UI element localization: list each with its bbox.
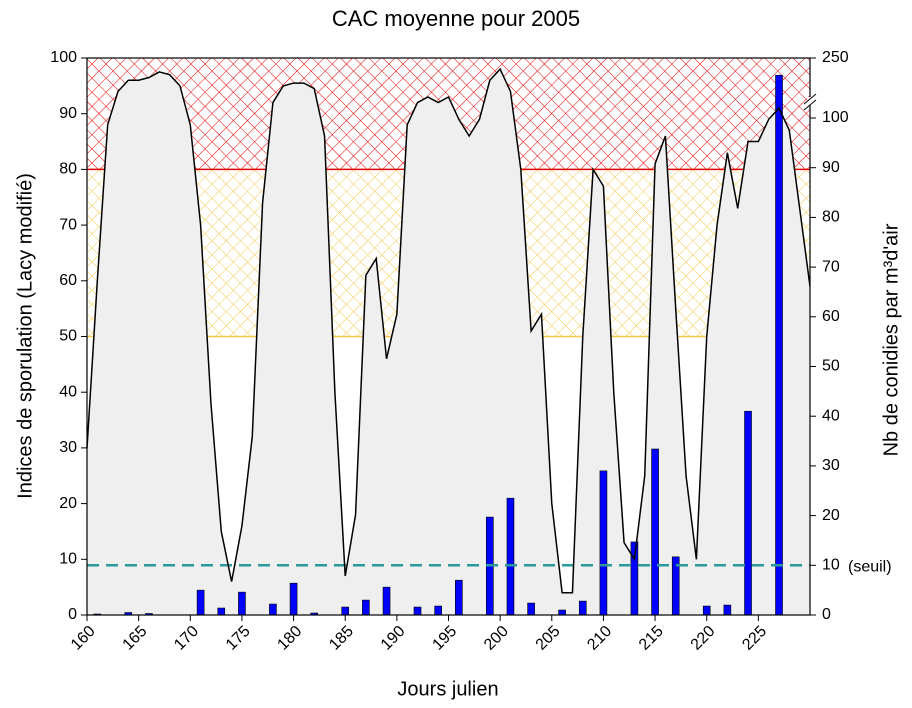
x-tick-label: 160 bbox=[68, 623, 99, 654]
y-tick-label: 40 bbox=[59, 383, 77, 400]
y2-tick-label: 30 bbox=[822, 457, 840, 474]
x-tick-label: 225 bbox=[739, 623, 770, 654]
bar bbox=[289, 582, 298, 616]
y2-tick-label: 60 bbox=[822, 308, 840, 325]
y2-tick-label: 90 bbox=[822, 159, 840, 176]
area-fill bbox=[87, 69, 810, 615]
y-tick-label: 0 bbox=[68, 606, 77, 623]
bar bbox=[341, 606, 350, 616]
y2-tick-label: 100 bbox=[822, 109, 849, 126]
y-tick-label: 60 bbox=[59, 272, 77, 289]
y-tick-label: 30 bbox=[59, 439, 77, 456]
x-tick-label: 175 bbox=[223, 623, 254, 654]
y2-tick-label: 20 bbox=[822, 507, 840, 524]
x-axis-title: Jours julien bbox=[397, 678, 498, 700]
y2-tick-label: 50 bbox=[822, 358, 840, 375]
y-tick-label: 50 bbox=[59, 328, 77, 345]
bar bbox=[651, 448, 659, 616]
y-tick-label: 20 bbox=[59, 495, 77, 512]
x-tick-label: 210 bbox=[584, 623, 615, 654]
bar bbox=[744, 410, 752, 616]
line bbox=[86, 67, 811, 594]
x-tick-label: 215 bbox=[636, 623, 667, 654]
bar bbox=[506, 497, 515, 616]
y2-tick-label: 40 bbox=[822, 407, 840, 424]
threshold-label: (seuil) bbox=[848, 559, 892, 576]
axis-break bbox=[803, 99, 817, 111]
x-tick-label: 185 bbox=[326, 623, 357, 654]
x-tick-label: 205 bbox=[533, 623, 564, 654]
bar bbox=[455, 579, 463, 616]
bar bbox=[362, 599, 370, 616]
bar bbox=[723, 604, 732, 616]
y2-tick-label: 80 bbox=[822, 209, 840, 226]
bar bbox=[630, 541, 639, 616]
y2-tick-label: 70 bbox=[822, 258, 840, 275]
bar bbox=[578, 600, 587, 616]
axis-break bbox=[803, 93, 817, 105]
bar bbox=[775, 74, 783, 616]
y2-tick-label: 250 bbox=[822, 49, 849, 66]
bar bbox=[196, 589, 205, 616]
axis-break-gap bbox=[807, 97, 817, 105]
bar bbox=[702, 605, 711, 616]
bar bbox=[269, 603, 277, 616]
y-tick-label: 90 bbox=[59, 105, 77, 122]
x-tick-label: 165 bbox=[120, 623, 151, 654]
bar bbox=[558, 609, 566, 616]
x-tick-label: 190 bbox=[378, 623, 409, 654]
bar bbox=[434, 605, 442, 616]
y2-axis-title: Nb de conidies par m³d'air bbox=[880, 223, 902, 456]
y-tick-label: 80 bbox=[59, 161, 77, 178]
y-tick-label: 100 bbox=[50, 49, 77, 66]
x-tick-label: 200 bbox=[481, 623, 512, 654]
chart-title: CAC moyenne pour 2005 bbox=[332, 6, 580, 31]
y2-tick-label: 0 bbox=[822, 606, 831, 623]
y-tick-label: 70 bbox=[59, 216, 77, 233]
y-axis-title: Indices de sporulation (Lacy modifié) bbox=[14, 173, 36, 499]
bar bbox=[238, 591, 246, 616]
bar bbox=[413, 606, 422, 616]
x-tick-label: 180 bbox=[274, 623, 305, 654]
bar bbox=[527, 602, 535, 616]
x-tick-label: 220 bbox=[688, 623, 719, 654]
x-tick-label: 195 bbox=[429, 623, 460, 654]
y2-tick-label: 10 bbox=[822, 557, 840, 574]
y-tick-label: 10 bbox=[59, 551, 77, 568]
x-tick-label: 170 bbox=[171, 623, 202, 654]
bar bbox=[217, 607, 226, 616]
bar bbox=[382, 586, 391, 616]
bar bbox=[599, 470, 608, 616]
